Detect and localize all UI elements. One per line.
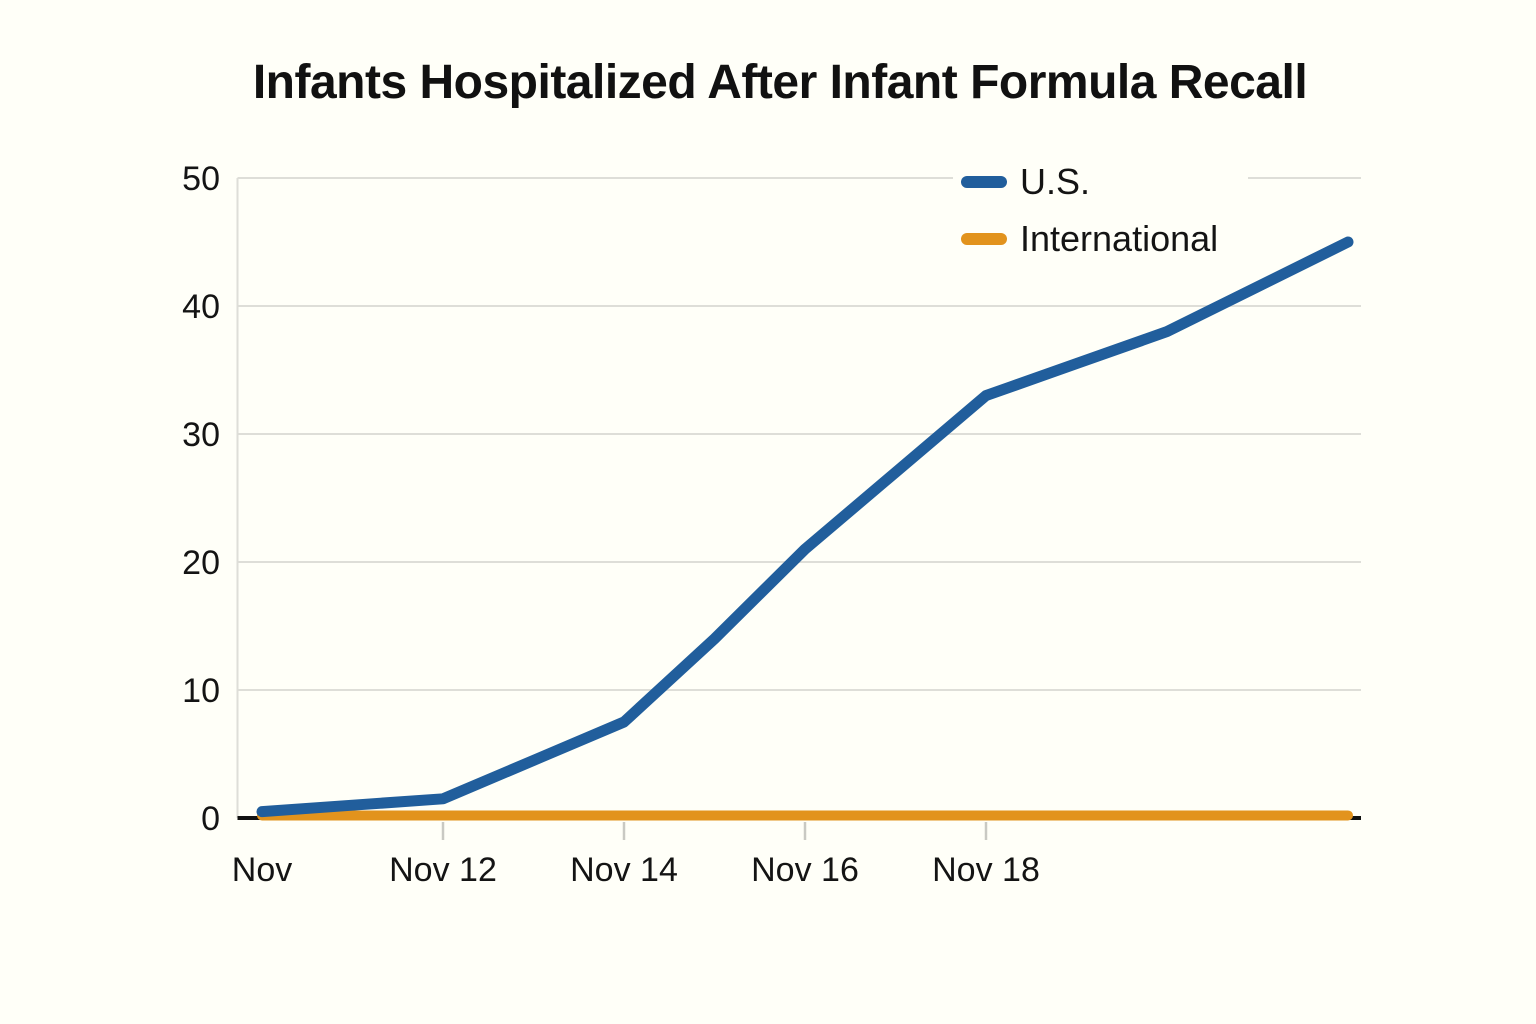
tick-marks: [441, 822, 988, 840]
legend-swatch-international-icon: [961, 233, 1007, 245]
legend-item-international: International: [961, 214, 1218, 264]
legend-swatch-us-icon: [961, 176, 1007, 188]
axes: [236, 178, 1361, 820]
y-axis-label: 50: [182, 160, 220, 198]
x-axis-label: Nov 18: [932, 851, 1040, 889]
x-axis-label: Nov 12: [389, 851, 497, 889]
chart-title: Infants Hospitalized After Infant Formul…: [252, 56, 1308, 109]
y-axis-label: 20: [182, 544, 220, 582]
legend: U.S. International: [953, 155, 1249, 266]
y-axis-label: 40: [182, 288, 220, 326]
x-axis-label: Nov 14: [570, 851, 678, 889]
x-axis-label: Nov 16: [751, 851, 859, 889]
x-axis-label: Nov: [232, 851, 292, 889]
legend-label-us: U.S.: [1020, 161, 1091, 202]
series-line-u-s: [256, 236, 1354, 818]
axis-labels: Nov Nov 12 Nov 14 Nov 16 Nov 18 0 10 20 30 40 50: [182, 160, 1040, 889]
legend-item-us: U.S.: [961, 157, 1218, 207]
series-lines: [256, 236, 1354, 821]
y-axis-label: 30: [182, 416, 220, 454]
legend-label-international: International: [1020, 218, 1219, 259]
y-axis-label: 0: [201, 800, 220, 838]
y-axis-label: 10: [182, 672, 220, 710]
